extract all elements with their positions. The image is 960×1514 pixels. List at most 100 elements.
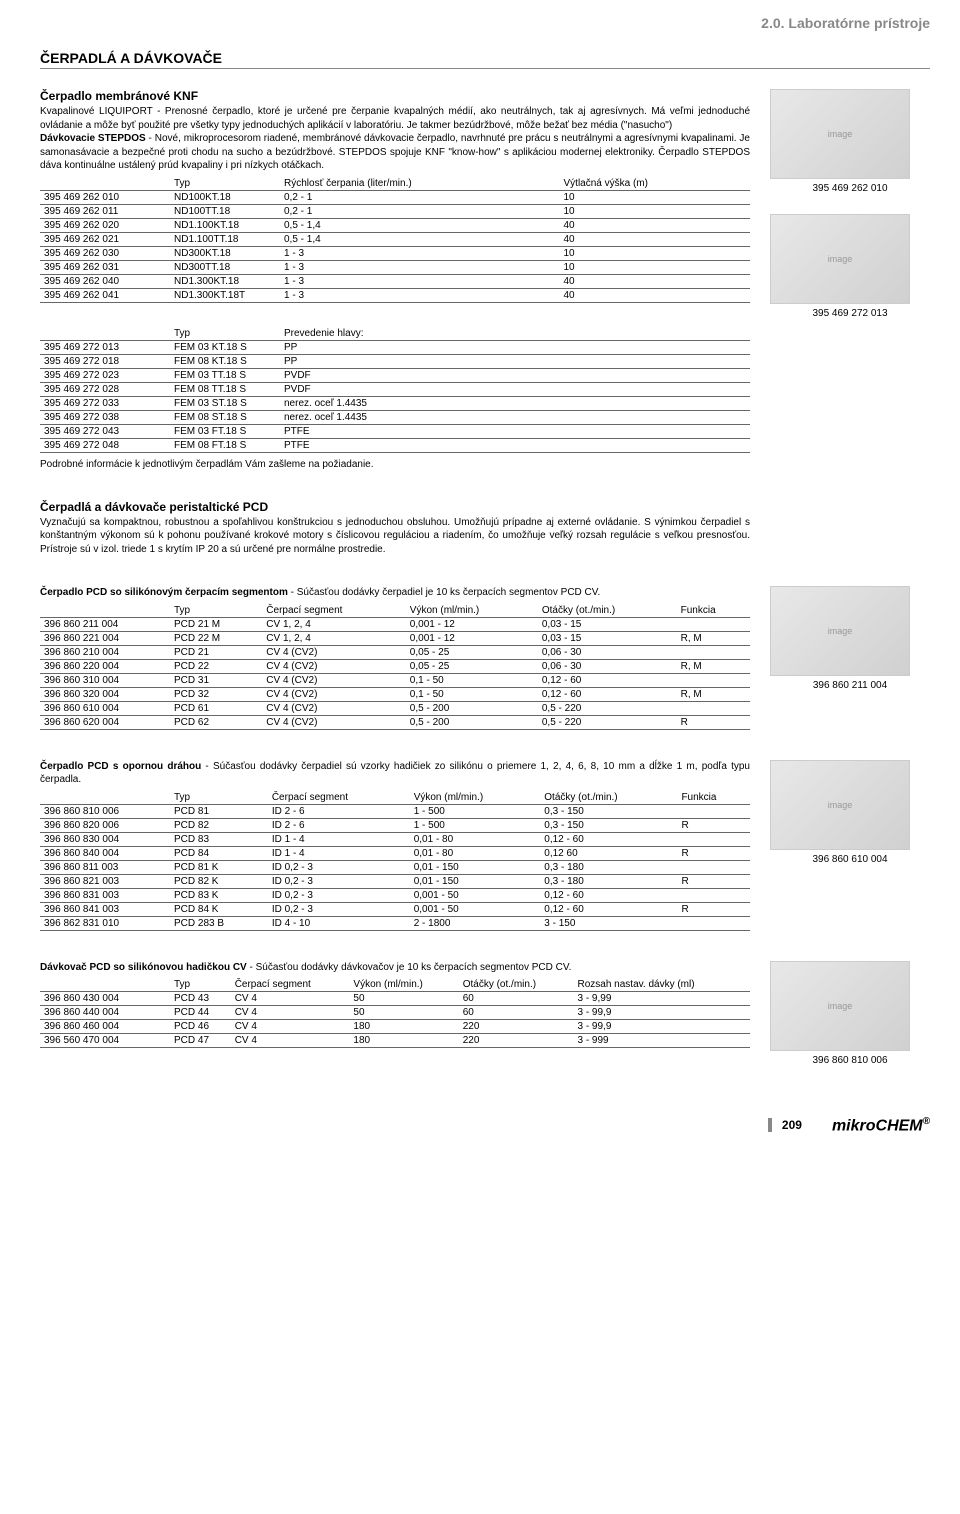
table-cell: 0,5 - 1,4 [280, 218, 560, 232]
table-cell: ND300KT.18 [170, 246, 280, 260]
table-header: Rýchlosť čerpania (liter/min.) [280, 177, 560, 191]
table-cell: FEM 03 KT.18 S [170, 340, 280, 354]
table-row: 395 469 262 041ND1.300KT.18T1 - 340 [40, 288, 750, 302]
table-cell: 0,01 - 80 [410, 846, 541, 860]
table-cell: 0,12 - 60 [540, 832, 677, 846]
table-cell: PCD 21 [170, 645, 262, 659]
table-cell: FEM 03 ST.18 S [170, 396, 280, 410]
table-cell: 396 860 221 004 [40, 631, 170, 645]
table-cell [677, 645, 750, 659]
table-cell: 40 [560, 232, 751, 246]
table-header: Typ [170, 604, 262, 618]
table-row: 396 860 840 004PCD 84ID 1 - 40,01 - 800,… [40, 846, 750, 860]
table-header: Čerpací segment [268, 791, 410, 805]
table-cell: ID 4 - 10 [268, 916, 410, 930]
table-cell: 3 - 9,99 [573, 992, 750, 1006]
table-cell: 3 - 150 [540, 916, 677, 930]
table-cell: 396 860 821 003 [40, 874, 170, 888]
sectionList3-suffix: - Súčasťou dodávky čerpadiel je 10 ks če… [288, 587, 600, 598]
table-cell: CV 4 [231, 1006, 350, 1020]
table-cell: 395 469 262 030 [40, 246, 170, 260]
table-cell: 0,2 - 1 [280, 190, 560, 204]
table-cell: 0,06 - 30 [538, 645, 677, 659]
table-cell: PCD 81 K [170, 860, 268, 874]
table-header [40, 604, 170, 618]
table-cell: ID 2 - 6 [268, 818, 410, 832]
section2-text: Vyznačujú sa kompaktnou, robustnou a spo… [40, 516, 750, 557]
table-cell: PVDF [280, 368, 750, 382]
table-cell: R [677, 874, 750, 888]
table-cell: 395 469 272 013 [40, 340, 170, 354]
table-cell: 0,1 - 50 [406, 687, 538, 701]
table-cell: PCD 83 [170, 832, 268, 846]
table-cell: 0,5 - 1,4 [280, 232, 560, 246]
table-cell: PCD 32 [170, 687, 262, 701]
table-row: 396 860 841 003PCD 84 KID 0,2 - 30,001 -… [40, 902, 750, 916]
table-cell: PCD 31 [170, 673, 262, 687]
table-cell: 0,3 - 150 [540, 818, 677, 832]
section3-heading: Čerpadlo PCD so silikónovým čerpacím seg… [40, 587, 288, 598]
table-row: 396 860 221 004PCD 22 MCV 1, 2, 40,001 -… [40, 631, 750, 645]
product-image-3: image [770, 586, 910, 676]
table-row: 396 860 430 004PCD 43CV 450603 - 9,99 [40, 992, 750, 1006]
table-cell [677, 860, 750, 874]
table-cell: 0,5 - 200 [406, 701, 538, 715]
table-header: Typ [170, 177, 280, 191]
table-cell: 396 860 831 003 [40, 888, 170, 902]
table-cell: PCD 22 [170, 659, 262, 673]
table-cell [677, 673, 750, 687]
table-cell: 0,3 - 150 [540, 804, 677, 818]
table-cell: 1 - 3 [280, 246, 560, 260]
product-image-2: image [770, 214, 910, 304]
section-pcd-support: Čerpadlo PCD s opornou dráhou - Súčasťou… [40, 760, 930, 931]
section4-heading-row: Čerpadlo PCD s opornou dráhou - Súčasťou… [40, 760, 750, 787]
table-cell: 395 469 272 038 [40, 410, 170, 424]
table-row: 395 469 262 020ND1.100KT.180,5 - 1,440 [40, 218, 750, 232]
table-cell: FEM 08 TT.18 S [170, 382, 280, 396]
table-cell: FEM 08 ST.18 S [170, 410, 280, 424]
table-cell: 395 469 272 018 [40, 354, 170, 368]
table-cell: CV 1, 2, 4 [262, 631, 406, 645]
table-header [40, 791, 170, 805]
table-cell: nerez. oceľ 1.4435 [280, 410, 750, 424]
table-cell: 0,12 - 60 [538, 673, 677, 687]
table-cell: 60 [459, 992, 574, 1006]
product-image-4: image [770, 760, 910, 850]
table-cell: CV 4 (CV2) [262, 659, 406, 673]
table-cell [677, 701, 750, 715]
table-row: 396 860 820 006PCD 82ID 2 - 61 - 5000,3 … [40, 818, 750, 832]
table-cell: 40 [560, 274, 751, 288]
table-row: 396 860 460 004PCD 46CV 41802203 - 99,9 [40, 1020, 750, 1034]
table-cell: 395 469 262 031 [40, 260, 170, 274]
table-cell: 396 860 810 006 [40, 804, 170, 818]
table-row: 395 469 262 010ND100KT.180,2 - 110 [40, 190, 750, 204]
table-row: 396 860 440 004PCD 44CV 450603 - 99,9 [40, 1006, 750, 1020]
logo-text: mikroCHEM [832, 1117, 923, 1134]
table-cell: R, M [677, 659, 750, 673]
product-image-5: image [770, 961, 910, 1051]
table-cell: 396 860 830 004 [40, 832, 170, 846]
table-cell: 3 - 99,9 [573, 1006, 750, 1020]
table-cell: 395 469 272 033 [40, 396, 170, 410]
table-cell [677, 916, 750, 930]
table-cell: 1 - 500 [410, 804, 541, 818]
table-pcd-silicone: TypČerpací segmentVýkon (ml/min.)Otáčky … [40, 604, 750, 730]
table-cell: PCD 82 [170, 818, 268, 832]
img1-caption: 395 469 262 010 [770, 183, 930, 194]
section5-heading: Dávkovač PCD so silikónovou hadičkou CV [40, 962, 247, 973]
table-cell: R [677, 818, 750, 832]
table-row: 396 862 831 010PCD 283 BID 4 - 102 - 180… [40, 916, 750, 930]
section4-heading: Čerpadlo PCD s opornou dráhou [40, 761, 201, 772]
table-cell: PVDF [280, 382, 750, 396]
table-cell: 1 - 3 [280, 288, 560, 302]
section1-text1: Kvapalinové LIQUIPORT - Prenosné čerpadl… [40, 106, 750, 131]
table-cell: PCD 84 K [170, 902, 268, 916]
section1-heading: Čerpadlo membránové KNF [40, 89, 750, 103]
table-cell: ND300TT.18 [170, 260, 280, 274]
page-footer: 209 mikroCHEM® [40, 1116, 930, 1135]
table-cell: 395 469 262 040 [40, 274, 170, 288]
table-header: Výkon (ml/min.) [410, 791, 541, 805]
table-cell: 0,03 - 15 [538, 631, 677, 645]
table-header: Prevedenie hlavy: [280, 327, 750, 341]
table-row: 396 860 830 004PCD 83ID 1 - 40,01 - 800,… [40, 832, 750, 846]
